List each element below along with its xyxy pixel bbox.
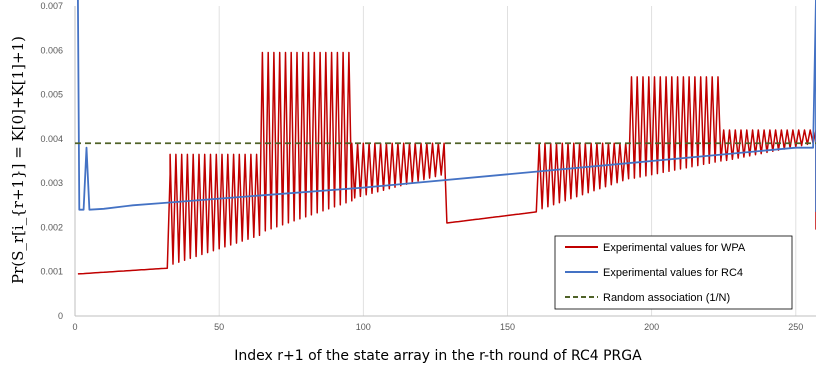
series-rc4-line [77,0,816,212]
y-tick-label: 0.002 [40,222,63,232]
y-tick-label: 0.004 [40,134,63,144]
y-tick-label: 0.006 [40,45,63,55]
x-tick-label: 250 [788,322,803,332]
y-tick-label: 0.003 [40,178,63,188]
y-tick-label: 0.005 [40,90,63,100]
x-tick-label: 100 [356,322,371,332]
y-tick-label: 0.001 [40,267,63,277]
y-axis-label: Pr(S_r[i_{r+1}] = K[0]+K[1]+1) [9,36,27,284]
y-tick-label: 0.007 [40,1,63,11]
series-lines [75,0,816,275]
axes [74,6,816,317]
legend: Experimental values for WPA Experimental… [554,235,793,310]
series-wpa-line [77,51,816,275]
x-tick-label: 0 [72,322,77,332]
x-tick-label: 150 [500,322,515,332]
y-tick-label: 0 [58,311,63,321]
legend-label-rc4: Experimental values for RC4 [603,267,743,279]
legend-label-random: Random association (1/N) [603,292,730,304]
legend-label-wpa: Experimental values for WPA [603,242,746,254]
x-tick-label: 50 [214,322,224,332]
x-axis-label: Index r+1 of the state array in the r-th… [234,348,642,364]
x-tick-label: 200 [644,322,659,332]
tick-labels: 0 50 100 150 200 250 0 0.001 0.002 0.003 0.004 0.00… [40,1,803,332]
